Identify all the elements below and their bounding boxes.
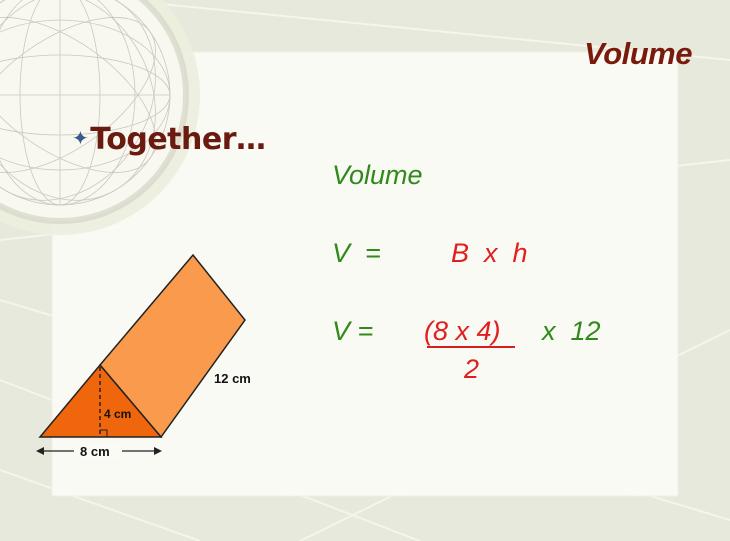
formula-multiplier: x 12 — [542, 316, 601, 346]
prism-front-face — [38, 363, 163, 438]
right-angle-mark — [100, 429, 108, 437]
formula-line1-left: V = — [332, 238, 381, 268]
formula-line2-left: V = — [332, 316, 374, 346]
bullet-item: ✦Together… — [72, 122, 266, 157]
fraction-bar — [427, 346, 515, 348]
star-bullet-icon: ✦ — [72, 126, 89, 150]
formula-numerator: (8 x 4) — [424, 316, 501, 346]
height-label: 4 cm — [104, 407, 132, 421]
globe-decoration — [0, 0, 200, 235]
formula-line1-right: B x h — [451, 238, 528, 268]
length-label: 12 cm — [214, 371, 251, 386]
formula-heading: Volume — [332, 160, 423, 190]
base-label: 8 cm — [80, 444, 110, 459]
formula-denominator: 2 — [464, 354, 480, 384]
slide-title: Volume — [584, 36, 692, 71]
bullet-text: Together… — [90, 122, 266, 157]
